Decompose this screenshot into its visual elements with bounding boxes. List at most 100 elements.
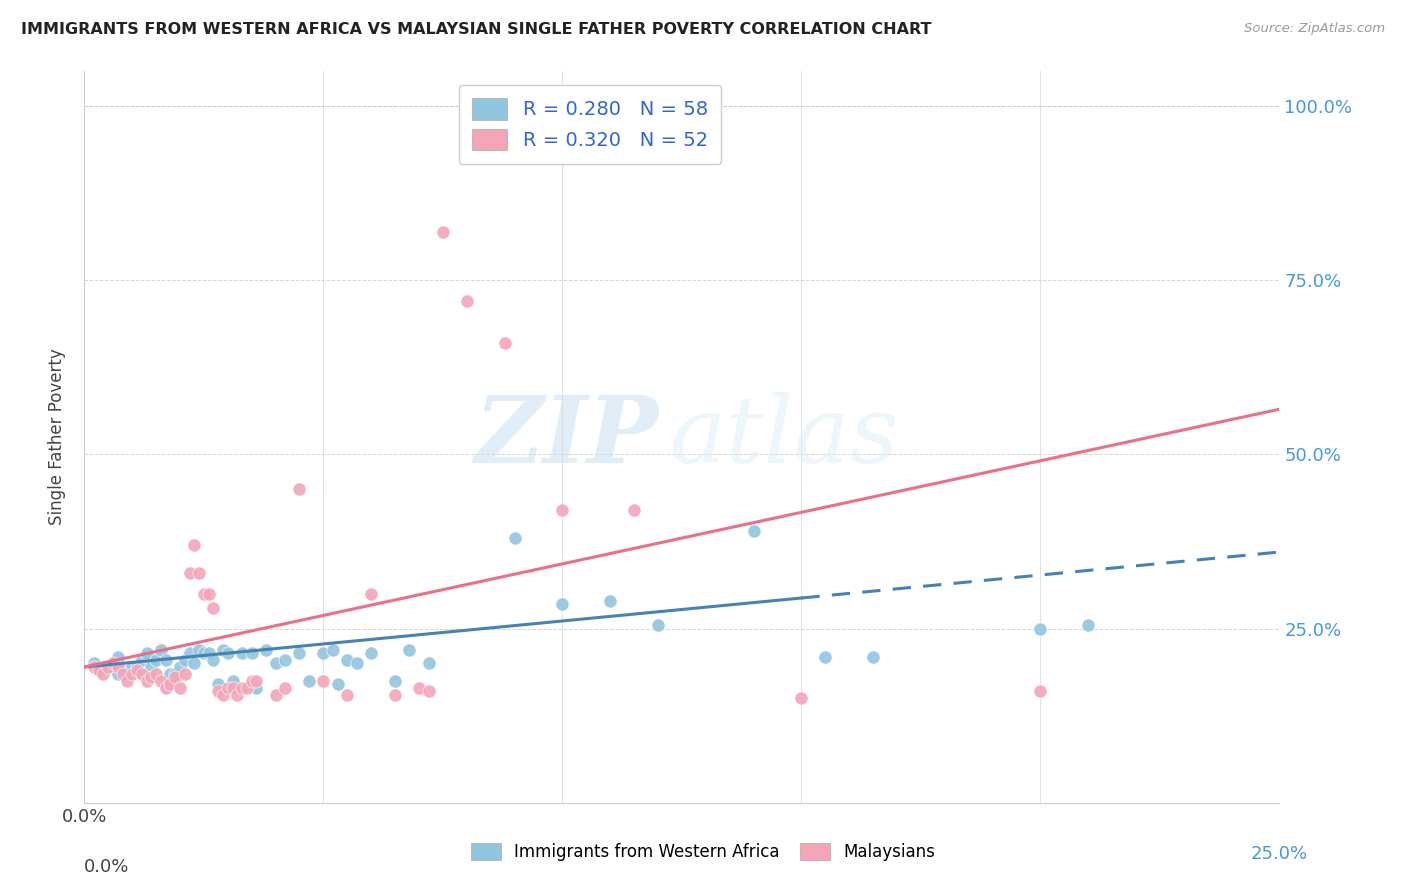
Point	[111, 667, 134, 681]
Point	[131, 653, 153, 667]
Point	[212, 688, 235, 702]
Point	[107, 667, 129, 681]
Point	[245, 673, 267, 688]
Point	[125, 664, 148, 678]
Point	[384, 673, 406, 688]
Point	[274, 681, 297, 695]
Point	[135, 649, 157, 664]
Point	[360, 646, 382, 660]
Point	[623, 503, 645, 517]
Point	[231, 681, 253, 695]
Point	[155, 653, 177, 667]
Point	[183, 538, 205, 552]
Point	[121, 660, 143, 674]
Y-axis label: Single Father Poverty: Single Father Poverty	[48, 349, 66, 525]
Point	[145, 667, 167, 681]
Point	[790, 691, 813, 706]
Point	[197, 587, 219, 601]
Text: ZIP: ZIP	[474, 392, 658, 482]
Point	[418, 684, 440, 698]
Text: atlas: atlas	[671, 392, 900, 482]
Point	[87, 664, 110, 678]
Point	[145, 653, 167, 667]
Point	[647, 618, 669, 632]
Point	[83, 657, 105, 671]
Point	[862, 649, 884, 664]
Point	[456, 294, 478, 309]
Point	[599, 594, 621, 608]
Point	[814, 649, 837, 664]
Point	[101, 657, 124, 671]
Point	[179, 646, 201, 660]
Point	[336, 688, 359, 702]
Point	[173, 653, 195, 667]
Point	[264, 688, 287, 702]
Point	[336, 653, 359, 667]
Point	[202, 600, 225, 615]
Point	[274, 653, 297, 667]
Point	[494, 336, 516, 351]
Point	[432, 225, 454, 239]
Point	[221, 681, 243, 695]
Point	[169, 681, 191, 695]
Point	[240, 646, 263, 660]
Point	[101, 657, 124, 671]
Point	[197, 646, 219, 660]
Point	[742, 524, 765, 538]
Point	[193, 587, 215, 601]
Point	[107, 649, 129, 664]
Point	[125, 660, 148, 674]
Point	[159, 677, 181, 691]
Point	[169, 660, 191, 674]
Point	[141, 670, 163, 684]
Point	[188, 566, 211, 580]
Point	[360, 587, 382, 601]
Point	[326, 677, 349, 691]
Legend: R = 0.280   N = 58, R = 0.320   N = 52: R = 0.280 N = 58, R = 0.320 N = 52	[458, 85, 721, 164]
Point	[165, 670, 187, 684]
Point	[83, 660, 105, 674]
Point	[173, 667, 195, 681]
Point	[1077, 618, 1099, 632]
Point	[264, 657, 287, 671]
Point	[245, 681, 267, 695]
Point	[1029, 622, 1052, 636]
Point	[408, 681, 430, 695]
Point	[107, 660, 129, 674]
Point	[97, 660, 120, 674]
Point	[418, 657, 440, 671]
Point	[149, 673, 172, 688]
Point	[322, 642, 344, 657]
Point	[288, 646, 311, 660]
Point	[240, 673, 263, 688]
Point	[312, 673, 335, 688]
Point	[131, 667, 153, 681]
Point	[183, 657, 205, 671]
Point	[141, 660, 163, 674]
Point	[188, 642, 211, 657]
Point	[202, 653, 225, 667]
Point	[236, 681, 259, 695]
Point	[217, 646, 239, 660]
Point	[231, 646, 253, 660]
Point	[346, 657, 368, 671]
Point	[135, 673, 157, 688]
Point	[87, 664, 110, 678]
Point	[155, 681, 177, 695]
Point	[288, 483, 311, 497]
Text: Source: ZipAtlas.com: Source: ZipAtlas.com	[1244, 22, 1385, 36]
Point	[384, 688, 406, 702]
Text: IMMIGRANTS FROM WESTERN AFRICA VS MALAYSIAN SINGLE FATHER POVERTY CORRELATION CH: IMMIGRANTS FROM WESTERN AFRICA VS MALAYS…	[21, 22, 932, 37]
Point	[179, 566, 201, 580]
Point	[149, 642, 172, 657]
Point	[193, 646, 215, 660]
Point	[221, 673, 243, 688]
Point	[551, 503, 574, 517]
Point	[93, 660, 115, 674]
Point	[312, 646, 335, 660]
Point	[97, 660, 120, 674]
Legend: Immigrants from Western Africa, Malaysians: Immigrants from Western Africa, Malaysia…	[464, 836, 942, 868]
Point	[398, 642, 420, 657]
Point	[93, 667, 115, 681]
Point	[1029, 684, 1052, 698]
